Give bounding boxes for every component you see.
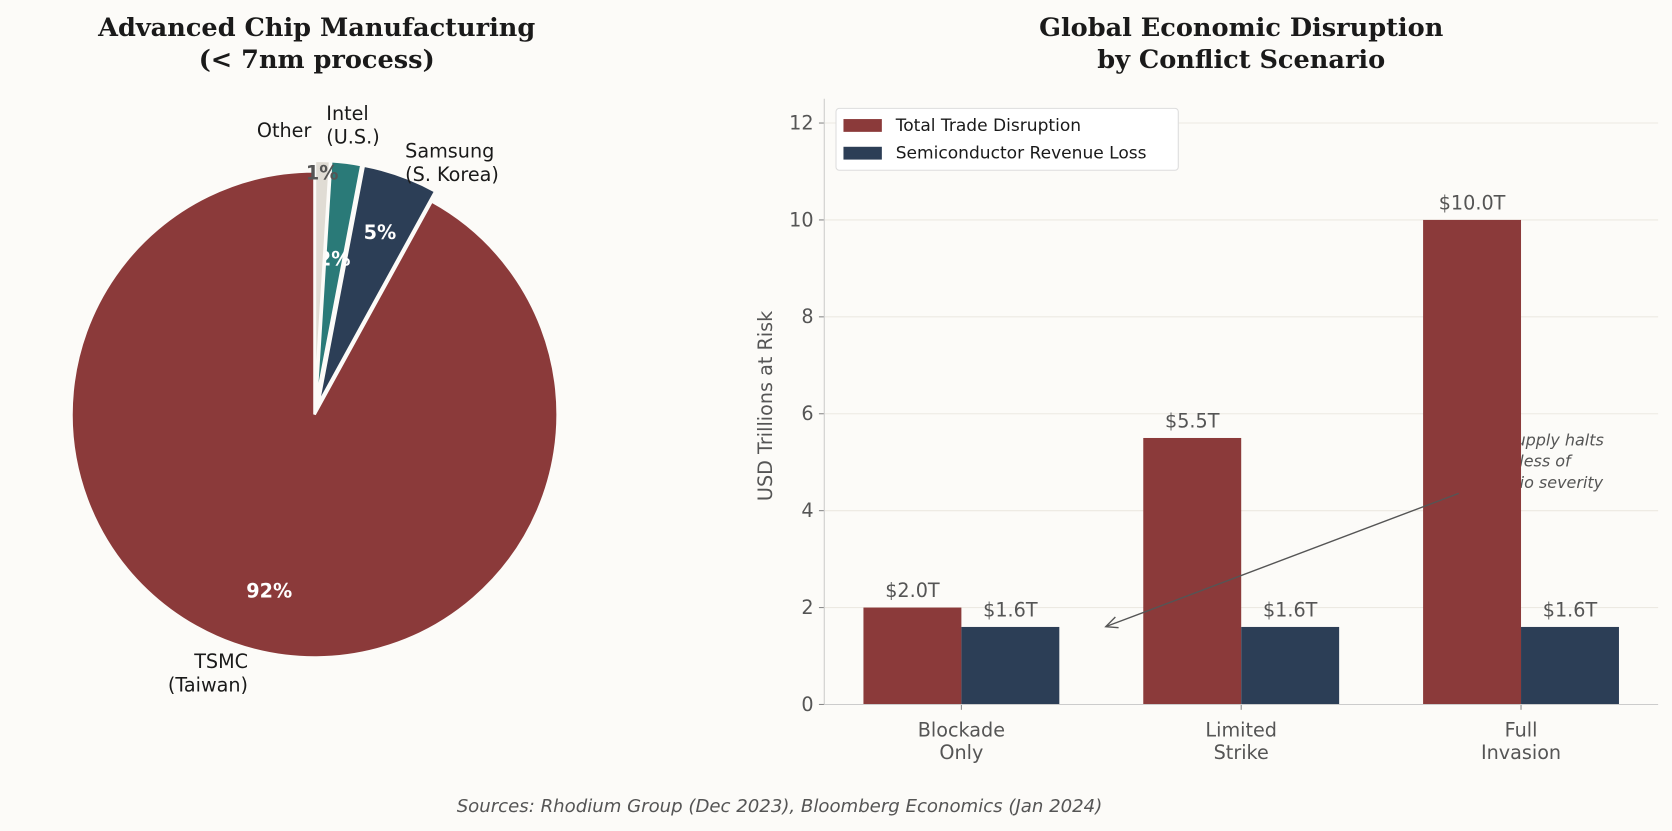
bar-data-label: $2.0T [885, 579, 940, 602]
pie-slice-label: Samsung [405, 139, 494, 162]
y-tick-label: 12 [789, 111, 813, 134]
bar-title-line-1: Global Economic Disruption [1039, 13, 1444, 43]
bar-semiconductor [1521, 626, 1619, 705]
pie-slice [70, 169, 560, 659]
bar-data-label: $1.6T [1543, 598, 1598, 621]
pie-pct-label: 5% [364, 221, 397, 244]
bar-data-label: $10.0T [1439, 191, 1506, 214]
arrowhead-icon [1104, 616, 1119, 629]
legend-box [835, 107, 1179, 171]
annotation-arrow [1105, 492, 1459, 628]
y-tick-label: 4 [801, 499, 813, 522]
pie-pct-label: 2% [318, 248, 351, 271]
x-tick-label: Invasion [1481, 741, 1561, 764]
bar-data-label: $1.6T [1263, 598, 1318, 621]
pie-slice-label: Other [257, 119, 312, 142]
x-tick-label: Full [1505, 718, 1538, 741]
bar-total-trade [1143, 437, 1242, 705]
source-note: Sources: Rhodium Group (Dec 2023), Bloom… [457, 796, 1103, 817]
legend: Total Trade Disruption Semiconductor Reve… [835, 107, 1179, 171]
pie-pct-label: 92% [246, 579, 292, 602]
bar-data-label: $5.5T [1165, 409, 1220, 432]
bar-total-trade [1423, 219, 1522, 705]
bar-title-line-2: by Conflict Scenario [1097, 45, 1385, 75]
legend-label: Total Trade Disruption [895, 116, 1081, 136]
y-tick-label: 10 [789, 208, 813, 231]
pie-title-line-1: Advanced Chip Manufacturing [97, 13, 535, 43]
pie-slice [313, 159, 332, 404]
y-axis-label: USD Trillions at Risk [754, 310, 777, 501]
bar-semiconductor [961, 626, 1060, 705]
x-tick-label: Blockade [918, 718, 1005, 741]
bar-semiconductor [1241, 626, 1340, 705]
pie-slice [316, 164, 438, 406]
y-tick-label: 2 [801, 596, 813, 619]
pie-slice-label: (U.S.) [326, 126, 379, 149]
x-tick-label: Strike [1214, 741, 1269, 764]
pie-slice-label: TSMC [193, 650, 248, 673]
legend-label: Semiconductor Revenue Loss [896, 144, 1147, 164]
pie-slice-label: Intel [326, 102, 368, 125]
x-tick-label: Only [939, 741, 983, 764]
bar-total-trade [863, 607, 962, 705]
pie-title-line-2: (< 7nm process) [199, 45, 435, 75]
pie-pct-label: 1% [306, 161, 339, 184]
pie-slice-label: (Taiwan) [168, 674, 248, 697]
y-tick-label: 8 [801, 305, 813, 328]
x-tick-label: Limited [1205, 718, 1277, 741]
bar-data-label: $1.6T [983, 598, 1038, 621]
y-tick-label: 0 [801, 693, 813, 716]
legend-swatch [843, 146, 882, 160]
pie-slice-label: (S. Korea) [405, 163, 499, 186]
pie-chart: TSMC(Taiwan) 92% Samsung(S. Korea) 5% Intel(… [70, 102, 560, 697]
y-tick-label: 6 [801, 402, 813, 425]
legend-swatch [843, 119, 882, 132]
